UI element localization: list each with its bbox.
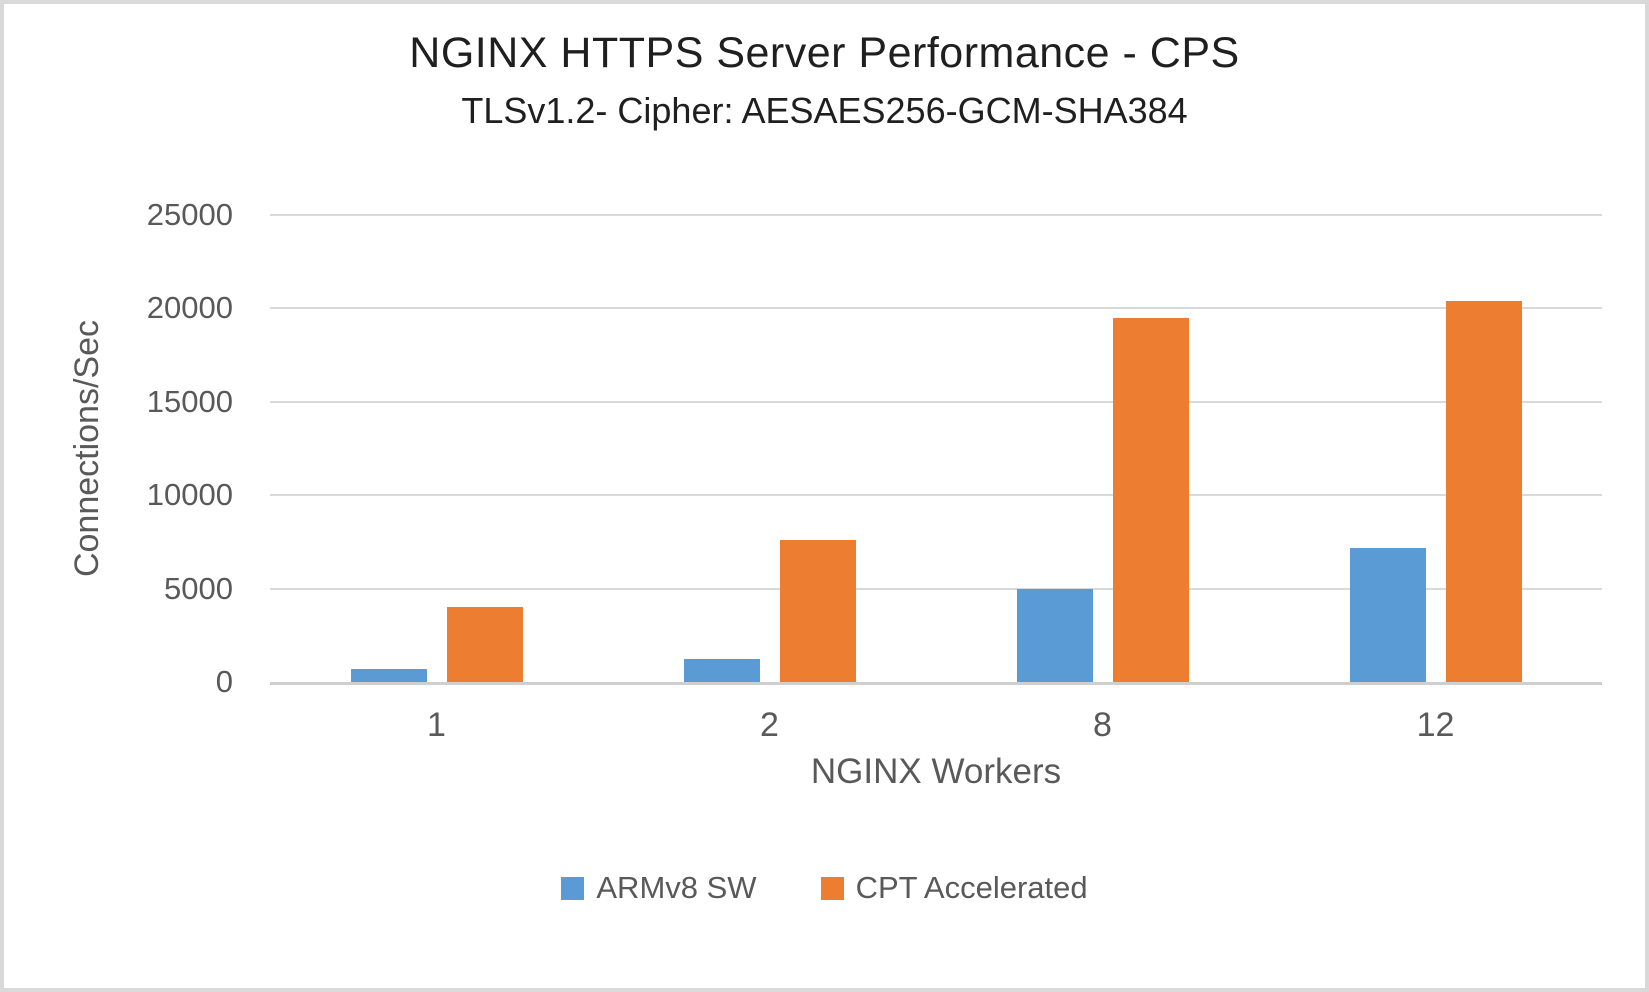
y-tick-label: 10000 bbox=[146, 477, 233, 513]
y-tick-label: 0 bbox=[215, 664, 233, 699]
legend-label: CPT Accelerated bbox=[855, 870, 1088, 905]
y-tick-label: 20000 bbox=[146, 290, 233, 326]
plot-area bbox=[270, 214, 1602, 685]
y-tick-label: 25000 bbox=[146, 197, 233, 232]
bar-group bbox=[270, 215, 603, 682]
bar-group bbox=[603, 215, 936, 682]
bar-cpt-accelerated bbox=[779, 540, 856, 682]
legend-label: ARMv8 SW bbox=[596, 870, 757, 905]
gridline bbox=[270, 494, 1602, 497]
chart-title: NGINX HTTPS Server Performance - CPS bbox=[409, 29, 1240, 77]
x-tick-label: 2 bbox=[760, 706, 779, 744]
y-tick-label: 15000 bbox=[146, 383, 233, 419]
bar-armv8-sw bbox=[1349, 547, 1426, 682]
gridline bbox=[270, 587, 1602, 590]
bar-group bbox=[936, 215, 1269, 682]
x-axis-title: NGINX Workers bbox=[810, 752, 1062, 791]
x-tick-label: 1 bbox=[427, 706, 446, 744]
gridline bbox=[270, 400, 1602, 403]
chart-subtitle: TLSv1.2- Cipher: AESAES256-GCM-SHA384 bbox=[461, 90, 1188, 131]
legend-item: CPT Accelerated bbox=[820, 870, 1088, 906]
legend-swatch-icon bbox=[820, 876, 844, 900]
x-tick-label: 12 bbox=[1416, 706, 1455, 744]
x-axis-tick-labels: 1 2 8 12 bbox=[270, 706, 1602, 745]
bar-cpt-accelerated bbox=[446, 607, 523, 682]
y-tick-label: 5000 bbox=[164, 570, 233, 606]
bar-armv8-sw bbox=[1016, 588, 1093, 682]
y-axis-tick-labels: 0 5000 10000 15000 20000 25000 bbox=[4, 4, 233, 988]
bar-cpt-accelerated bbox=[1112, 317, 1189, 682]
bar-armv8-sw bbox=[350, 668, 427, 682]
gridline bbox=[270, 214, 1602, 216]
bar-cpt-accelerated bbox=[1445, 300, 1522, 682]
gridline bbox=[270, 307, 1602, 310]
legend-swatch-icon bbox=[561, 876, 585, 900]
bar-armv8-sw bbox=[683, 658, 760, 682]
legend-item: ARMv8 SW bbox=[561, 870, 757, 906]
chart-legend: ARMv8 SW CPT Accelerated bbox=[4, 870, 1645, 906]
x-tick-label: 8 bbox=[1093, 706, 1112, 744]
bar-group bbox=[1269, 215, 1602, 682]
